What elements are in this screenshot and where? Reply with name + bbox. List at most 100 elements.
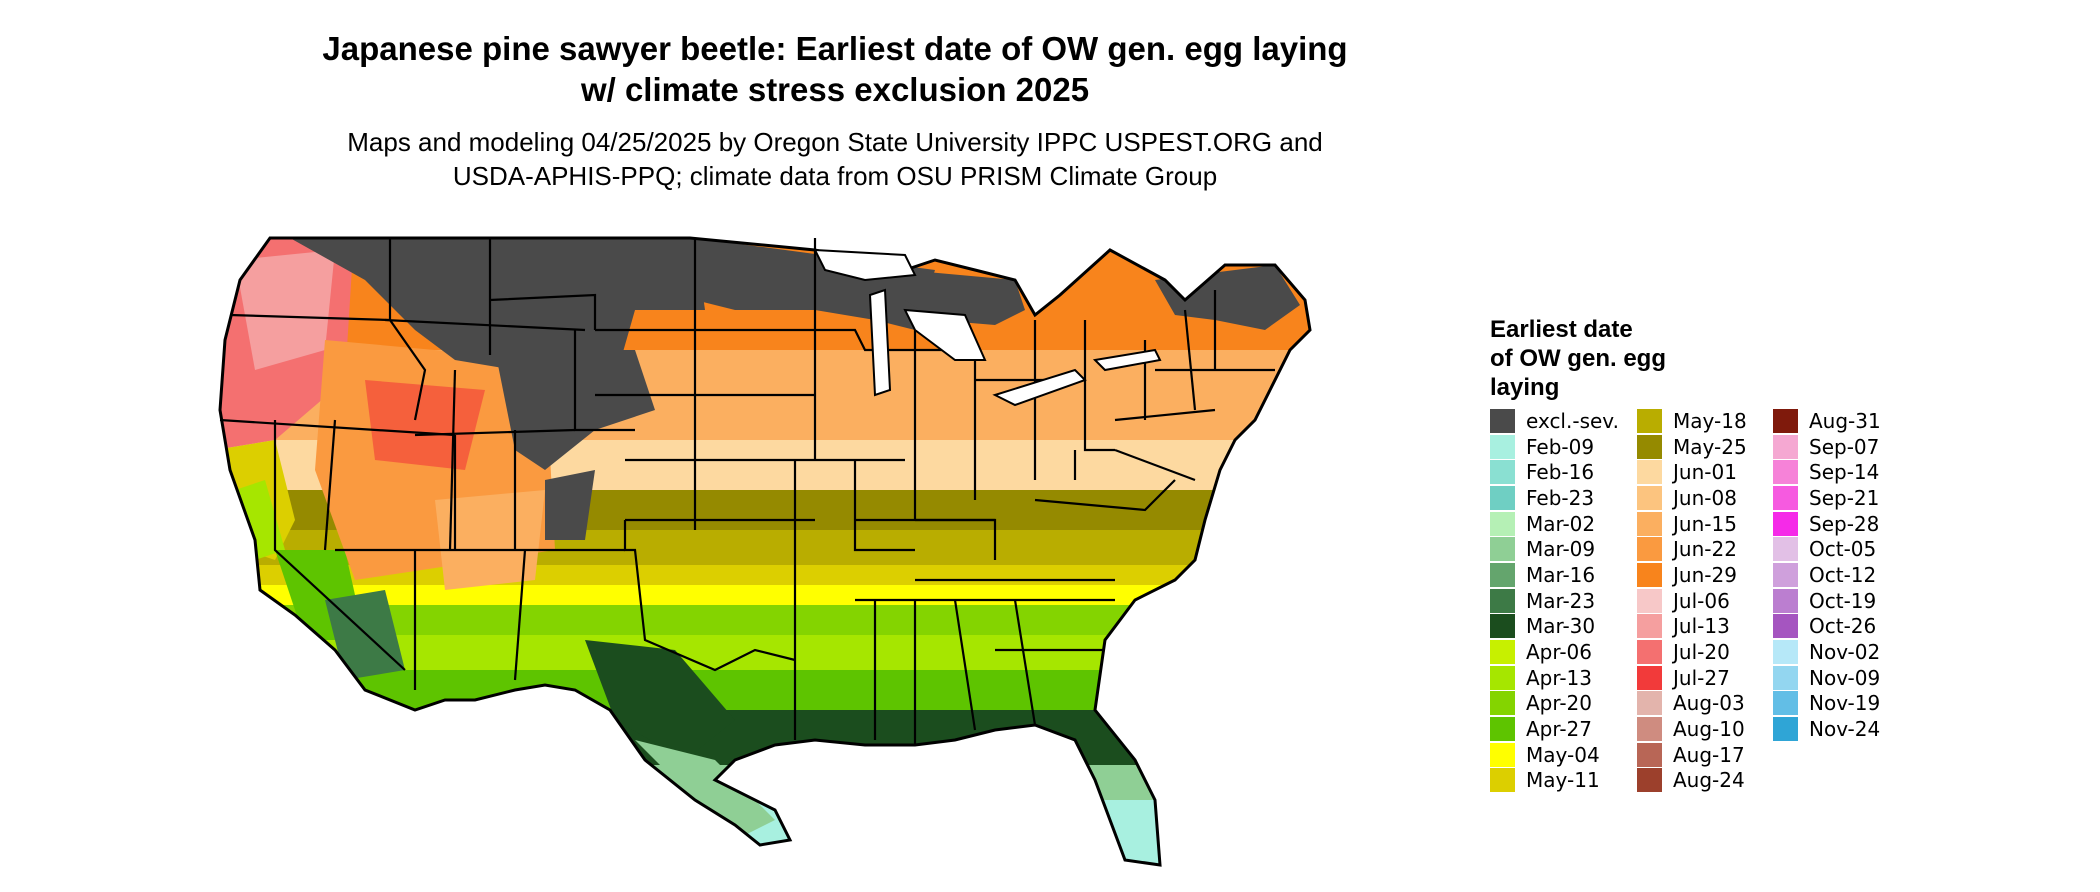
legend-item: Nov-19 bbox=[1773, 691, 1881, 717]
legend-swatch bbox=[1637, 614, 1662, 639]
legend-label: Aug-10 bbox=[1673, 717, 1745, 742]
legend-label: Jun-01 bbox=[1673, 460, 1737, 485]
title-line-1: Japanese pine sawyer beetle: Earliest da… bbox=[322, 30, 1348, 67]
legend-swatch bbox=[1637, 768, 1662, 793]
legend-label: Apr-20 bbox=[1526, 691, 1592, 716]
legend-swatch bbox=[1773, 717, 1798, 742]
legend-label: May-11 bbox=[1526, 768, 1600, 793]
legend-swatch bbox=[1490, 717, 1515, 742]
legend-label: Nov-24 bbox=[1809, 717, 1881, 742]
legend-label: Sep-14 bbox=[1809, 460, 1880, 485]
legend-swatch bbox=[1773, 691, 1798, 716]
legend-swatch bbox=[1490, 640, 1515, 665]
legend-swatch bbox=[1637, 485, 1662, 510]
legend-item: Mar-23 bbox=[1490, 588, 1619, 614]
legend-item: May-18 bbox=[1637, 408, 1747, 434]
legend-item: Nov-02 bbox=[1773, 639, 1881, 665]
legend-label: Jul-13 bbox=[1673, 614, 1730, 639]
legend-swatch bbox=[1490, 408, 1515, 433]
legend-item: Apr-27 bbox=[1490, 716, 1619, 742]
legend-swatch bbox=[1773, 511, 1798, 536]
legend-label: Oct-05 bbox=[1809, 537, 1877, 562]
legend-item: Aug-10 bbox=[1637, 716, 1747, 742]
legend-swatch bbox=[1490, 614, 1515, 639]
legend-label: Apr-06 bbox=[1526, 640, 1592, 665]
legend-swatch bbox=[1637, 562, 1662, 587]
legend-column-1: excl.-sev. Feb-09 Feb-16 Feb-23 Mar-02 Mar-09… bbox=[1490, 408, 1619, 793]
legend-label: Apr-13 bbox=[1526, 665, 1592, 690]
legend-item: Nov-24 bbox=[1773, 716, 1881, 742]
legend-swatch bbox=[1490, 665, 1515, 690]
legend-item: Aug-31 bbox=[1773, 408, 1881, 434]
legend-item: Jun-15 bbox=[1637, 511, 1747, 537]
legend-label: May-04 bbox=[1526, 742, 1600, 767]
legend-item: Sep-28 bbox=[1773, 511, 1881, 537]
legend-column-2: May-18 May-25 Jun-01 Jun-08 Jun-15 Jun-22 Jun-… bbox=[1637, 408, 1747, 793]
legend-label: Jun-22 bbox=[1673, 537, 1737, 562]
legend-item: Sep-21 bbox=[1773, 485, 1881, 511]
legend-swatch bbox=[1490, 742, 1515, 767]
legend-label: Feb-23 bbox=[1526, 485, 1595, 510]
legend-swatch bbox=[1773, 460, 1798, 485]
legend-item: Jul-27 bbox=[1637, 665, 1747, 691]
legend-item: Feb-09 bbox=[1490, 434, 1619, 460]
legend-item: Mar-30 bbox=[1490, 614, 1619, 640]
map-title: Japanese pine sawyer beetle: Earliest da… bbox=[200, 28, 1470, 110]
legend-swatch bbox=[1773, 562, 1798, 587]
legend-item: Mar-09 bbox=[1490, 536, 1619, 562]
legend-label: Mar-16 bbox=[1526, 562, 1596, 587]
legend-item: Apr-20 bbox=[1490, 691, 1619, 717]
legend-swatch bbox=[1773, 485, 1798, 510]
legend-item: Aug-17 bbox=[1637, 742, 1747, 768]
legend-swatch bbox=[1490, 588, 1515, 613]
legend-swatch bbox=[1490, 460, 1515, 485]
legend-swatch bbox=[1773, 614, 1798, 639]
legend-label: Sep-28 bbox=[1809, 511, 1880, 536]
legend-swatch bbox=[1637, 511, 1662, 536]
legend-item: Apr-06 bbox=[1490, 639, 1619, 665]
legend-item: Feb-16 bbox=[1490, 459, 1619, 485]
legend-item: Sep-14 bbox=[1773, 459, 1881, 485]
legend-swatch bbox=[1773, 640, 1798, 665]
legend-item: May-25 bbox=[1637, 434, 1747, 460]
legend-title-line-3: laying bbox=[1490, 374, 1560, 401]
legend-item: Jul-20 bbox=[1637, 639, 1747, 665]
legend-item: Jul-13 bbox=[1637, 614, 1747, 640]
legend-swatch bbox=[1490, 434, 1515, 459]
legend-title-line-2: of OW gen. egg bbox=[1490, 345, 1666, 372]
legend-swatch bbox=[1490, 768, 1515, 793]
legend-label: Apr-27 bbox=[1526, 717, 1592, 742]
us-map bbox=[218, 236, 1312, 867]
legend-label: Jul-27 bbox=[1673, 665, 1730, 690]
legend-swatch bbox=[1773, 537, 1798, 562]
legend-item: Feb-23 bbox=[1490, 485, 1619, 511]
legend-item: Mar-16 bbox=[1490, 562, 1619, 588]
legend-label: Jul-06 bbox=[1673, 588, 1730, 613]
legend-swatch bbox=[1490, 537, 1515, 562]
legend-swatch bbox=[1637, 640, 1662, 665]
legend-swatch bbox=[1490, 485, 1515, 510]
legend-item: Oct-12 bbox=[1773, 562, 1881, 588]
legend-label: Nov-19 bbox=[1809, 691, 1881, 716]
legend-label: Aug-31 bbox=[1809, 408, 1881, 433]
legend-item: Sep-07 bbox=[1773, 434, 1881, 460]
legend-label: May-18 bbox=[1673, 408, 1747, 433]
legend-swatch bbox=[1637, 537, 1662, 562]
subtitle-line-1: Maps and modeling 04/25/2025 by Oregon S… bbox=[347, 127, 1323, 157]
legend-label: Mar-02 bbox=[1526, 511, 1596, 536]
legend-item: Aug-03 bbox=[1637, 691, 1747, 717]
legend-label: excl.-sev. bbox=[1526, 408, 1619, 433]
legend-swatch bbox=[1773, 434, 1798, 459]
legend-item: May-04 bbox=[1490, 742, 1619, 768]
legend-label: Mar-23 bbox=[1526, 588, 1596, 613]
legend-label: Aug-03 bbox=[1673, 691, 1745, 716]
legend-swatch bbox=[1490, 511, 1515, 536]
legend-label: Aug-17 bbox=[1673, 742, 1745, 767]
legend-swatch bbox=[1637, 434, 1662, 459]
legend-label: Sep-07 bbox=[1809, 434, 1880, 459]
legend-label: Nov-09 bbox=[1809, 665, 1881, 690]
legend-title-line-1: Earliest date bbox=[1490, 316, 1633, 343]
legend-item: Jun-22 bbox=[1637, 536, 1747, 562]
legend-label: Sep-21 bbox=[1809, 485, 1880, 510]
legend-swatch bbox=[1637, 691, 1662, 716]
